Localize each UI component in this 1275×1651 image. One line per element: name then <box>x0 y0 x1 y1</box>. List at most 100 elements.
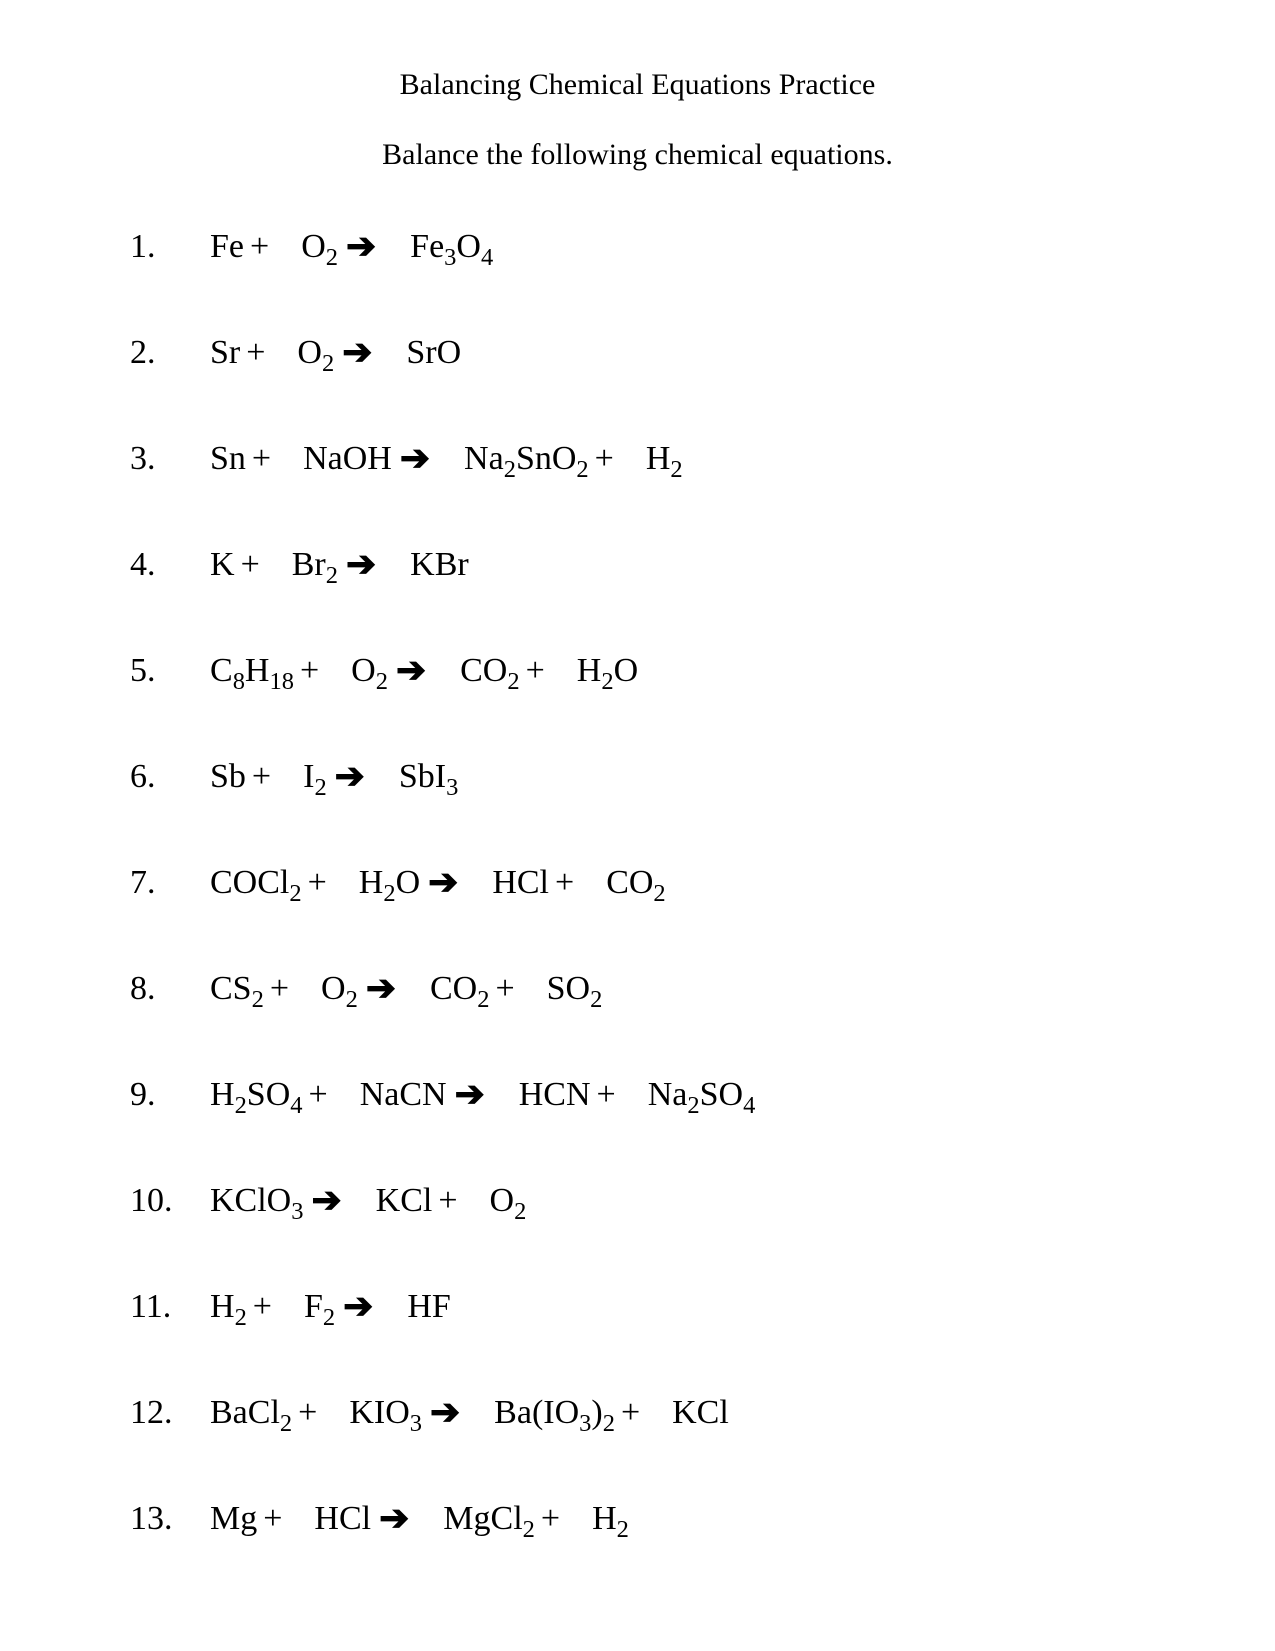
plus-sign: + <box>541 1500 560 1538</box>
equation-terms: KClO3➔ KCl+ O2 <box>184 1178 526 1220</box>
equation-number: 4. <box>130 546 184 584</box>
chemical-formula: H2 <box>592 1500 629 1538</box>
equation-number: 3. <box>130 440 184 478</box>
chemical-formula: H2 <box>210 1288 247 1326</box>
chemical-formula: NaOH <box>303 440 392 478</box>
chemical-formula: KBr <box>410 546 469 584</box>
equation-number: 10. <box>130 1182 184 1220</box>
chemical-formula: H2O <box>359 864 420 902</box>
reaction-arrow-icon: ➔ <box>311 1179 341 1221</box>
chemical-formula: O2 <box>351 652 388 690</box>
chemical-formula: KCl <box>376 1182 433 1220</box>
equation-terms: H2SO4+NaCN➔HCN+Na2SO4 <box>184 1072 755 1114</box>
equation-number: 13. <box>130 1500 184 1538</box>
equation-terms: CS2+O2➔CO2+SO2 <box>184 966 602 1008</box>
reaction-arrow-icon: ➔ <box>343 1285 373 1327</box>
reaction-arrow-icon: ➔ <box>379 1497 409 1539</box>
chemical-formula: BaCl2 <box>210 1394 292 1432</box>
reaction-arrow-icon: ➔ <box>366 967 396 1009</box>
equation-number: 9. <box>130 1076 184 1114</box>
chemical-formula: Sr <box>210 334 240 372</box>
reaction-arrow-icon: ➔ <box>428 861 458 903</box>
chemical-formula: HCN <box>519 1076 591 1114</box>
equation-list: 1.Fe+O2➔Fe3O42.Sr+O2➔SrO3.Sn+NaOH➔Na2SnO… <box>130 224 1145 1538</box>
reaction-arrow-icon: ➔ <box>455 1073 485 1115</box>
plus-sign: + <box>555 864 574 902</box>
chemical-formula: HCl <box>314 1500 371 1538</box>
equation-number: 12. <box>130 1394 184 1432</box>
plus-sign: + <box>597 1076 616 1114</box>
plus-sign: + <box>270 970 289 1008</box>
equation-row: 11.H2+F2➔HF <box>130 1284 1145 1326</box>
plus-sign: + <box>241 546 260 584</box>
chemical-formula: HF <box>407 1288 450 1326</box>
equation-terms: H2+F2➔HF <box>184 1284 451 1326</box>
chemical-formula: Na2SnO2 <box>464 440 589 478</box>
chemical-formula: C8H18 <box>210 652 294 690</box>
worksheet-subtitle: Balance the following chemical equations… <box>130 138 1145 172</box>
equation-terms: Fe+ O2➔ Fe3O4 <box>184 224 493 266</box>
chemical-formula: Fe3O4 <box>410 228 493 266</box>
chemical-formula: Fe <box>210 228 244 266</box>
reaction-arrow-icon: ➔ <box>335 755 365 797</box>
plus-sign: + <box>495 970 514 1008</box>
plus-sign: + <box>308 864 327 902</box>
equation-row: 13.Mg+HCl➔MgCl2+H2 <box>130 1496 1145 1538</box>
equation-row: 12.BaCl2+KIO3➔Ba(IO3)2+KCl <box>130 1390 1145 1432</box>
chemical-formula: O2 <box>301 228 338 266</box>
reaction-arrow-icon: ➔ <box>396 649 426 691</box>
chemical-formula: O2 <box>490 1182 527 1220</box>
equation-terms: BaCl2+KIO3➔Ba(IO3)2+KCl <box>184 1390 729 1432</box>
equation-row: 7.COCl2+H2O➔HCl+CO2 <box>130 860 1145 902</box>
reaction-arrow-icon: ➔ <box>430 1391 460 1433</box>
equation-terms: Mg+HCl➔MgCl2+H2 <box>184 1496 629 1538</box>
chemical-formula: O2 <box>297 334 334 372</box>
chemical-formula: COCl2 <box>210 864 302 902</box>
equation-number: 5. <box>130 652 184 690</box>
plus-sign: + <box>252 440 271 478</box>
chemical-formula: F2 <box>304 1288 335 1326</box>
worksheet-page: Balancing Chemical Equations Practice Ba… <box>0 0 1275 1598</box>
plus-sign: + <box>526 652 545 690</box>
chemical-formula: H2SO4 <box>210 1076 303 1114</box>
chemical-formula: H2O <box>577 652 638 690</box>
equation-number: 1. <box>130 228 184 266</box>
plus-sign: + <box>250 228 269 266</box>
chemical-formula: Ba(IO3)2 <box>494 1394 615 1432</box>
worksheet-title: Balancing Chemical Equations Practice <box>130 68 1145 102</box>
equation-row: 10. KClO3➔ KCl+ O2 <box>130 1178 1145 1220</box>
plus-sign: + <box>300 652 319 690</box>
equation-terms: Sr+O2➔SrO <box>184 330 461 372</box>
chemical-formula: CO2 <box>460 652 519 690</box>
plus-sign: + <box>438 1182 457 1220</box>
equation-row: 9.H2SO4+NaCN➔HCN+Na2SO4 <box>130 1072 1145 1114</box>
plus-sign: + <box>595 440 614 478</box>
plus-sign: + <box>263 1500 282 1538</box>
plus-sign: + <box>252 758 271 796</box>
chemical-formula: K <box>210 546 235 584</box>
equation-row: 1. Fe+ O2➔ Fe3O4 <box>130 224 1145 266</box>
equation-terms: COCl2+H2O➔HCl+CO2 <box>184 860 666 902</box>
equation-number: 11. <box>130 1288 184 1326</box>
reaction-arrow-icon: ➔ <box>346 225 376 267</box>
chemical-formula: KCl <box>672 1394 729 1432</box>
chemical-formula: CO2 <box>606 864 665 902</box>
chemical-formula: I2 <box>303 758 327 796</box>
equation-number: 7. <box>130 864 184 902</box>
chemical-formula: Mg <box>210 1500 257 1538</box>
equation-row: 4.K+Br2➔KBr <box>130 542 1145 584</box>
chemical-formula: MgCl2 <box>443 1500 535 1538</box>
chemical-formula: SrO <box>406 334 461 372</box>
plus-sign: + <box>246 334 265 372</box>
equation-terms: Sb+I2➔SbI3 <box>184 754 458 796</box>
equation-terms: Sn+NaOH➔Na2SnO2+H2 <box>184 436 683 478</box>
chemical-formula: NaCN <box>360 1076 447 1114</box>
chemical-formula: KClO3 <box>210 1182 303 1220</box>
chemical-formula: SbI3 <box>399 758 458 796</box>
chemical-formula: H2 <box>646 440 683 478</box>
chemical-formula: CS2 <box>210 970 264 1008</box>
chemical-formula: CO2 <box>430 970 489 1008</box>
chemical-formula: Sn <box>210 440 246 478</box>
chemical-formula: Na2SO4 <box>648 1076 756 1114</box>
plus-sign: + <box>298 1394 317 1432</box>
